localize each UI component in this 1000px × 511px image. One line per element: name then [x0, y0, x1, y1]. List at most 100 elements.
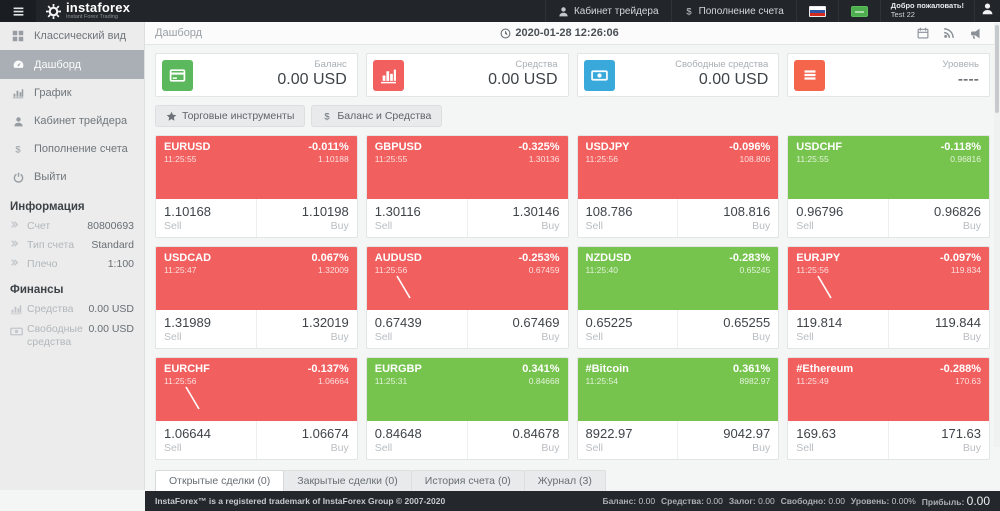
sell-button[interactable]: 0.84648 Sell: [367, 421, 468, 459]
sidebar-section-info: Информация: [10, 201, 85, 213]
instrument-tile-usdjpy[interactable]: USDJPY -0.096% 11:25:56 108.806 108.786 Sell 1…: [576, 135, 780, 238]
sell-button[interactable]: 0.65225 Sell: [578, 310, 679, 348]
filter-buttons-row: Торговые инструменты $ Баланс и Средства: [145, 97, 1000, 127]
buy-label: Buy: [330, 442, 349, 454]
sell-button[interactable]: 0.67439 Sell: [367, 310, 468, 348]
language-flag-button[interactable]: [795, 0, 838, 22]
last-price: 0.84668: [528, 376, 560, 386]
buy-label: Buy: [752, 442, 771, 454]
stat-card-баланс[interactable]: Баланс 0.00 USD: [155, 53, 358, 97]
quote-time: 11:25:56: [585, 154, 618, 164]
avatar[interactable]: [974, 0, 1000, 22]
change-percent: -0.118%: [940, 141, 981, 153]
sell-button[interactable]: 108.786 Sell: [578, 199, 679, 237]
buy-button[interactable]: 0.67469 Buy: [468, 310, 568, 348]
tile-header: GBPUSD -0.325% 11:25:55 1.30136: [366, 136, 568, 199]
stat-card-свободные-средства[interactable]: Свободные средства 0.00 USD: [576, 53, 780, 97]
instrument-tile-eurgbp[interactable]: EURGBP 0.341% 11:25:31 0.84668 0.84648 Sell 0.…: [365, 357, 569, 460]
tab-0[interactable]: Открытые сделки (0): [155, 470, 285, 491]
instrument-tile-eurjpy[interactable]: EURJPY -0.097% 11:25:56 119.834 119.814 Sell 1…: [787, 246, 990, 349]
sell-label: Sell: [585, 220, 604, 232]
stat-card-уровень[interactable]: Уровень ----: [787, 53, 990, 97]
footer-stat: Залог: 0.00: [728, 496, 775, 506]
sell-price: 1.30116: [374, 204, 421, 219]
quote-time: 11:25:56: [796, 265, 829, 275]
calendar-icon[interactable]: [917, 27, 929, 40]
instrument-tile-nzdusd[interactable]: NZDUSD -0.283% 11:25:40 0.65245 0.65225 Sell 0…: [576, 246, 780, 349]
header-deposit[interactable]: $ Пополнение счета: [670, 0, 796, 22]
sidebar-item-user[interactable]: Кабинет трейдера: [0, 107, 144, 135]
buy-button[interactable]: 0.65255 Buy: [678, 310, 778, 348]
stat-label: Баланс: [314, 59, 347, 71]
instrument-tile-ethereum[interactable]: #Ethereum -0.288% 11:25:49 170.63 169.63 Sell…: [787, 357, 990, 460]
filter-button-balance[interactable]: $ Баланс и Средства: [311, 105, 443, 127]
instrument-tile-gbpusd[interactable]: GBPUSD -0.325% 11:25:55 1.30136 1.30116 Sell 1…: [365, 135, 569, 238]
sell-button[interactable]: 1.10168 Sell: [156, 199, 257, 237]
sidebar-item-chart[interactable]: График: [0, 79, 144, 107]
sell-button[interactable]: 1.30116 Sell: [367, 199, 468, 237]
buy-button[interactable]: 1.06674 Buy: [257, 421, 357, 459]
clock-icon: [500, 28, 511, 39]
info-value: 80800693: [87, 220, 134, 232]
chevrons: [10, 220, 23, 229]
welcome-block: Добро пожаловать! Test 22: [879, 0, 974, 22]
buy-label: Buy: [752, 331, 771, 343]
instrument-tile-eurusd[interactable]: EURUSD -0.011% 11:25:55 1.10188 1.10168 Sell 1…: [155, 135, 358, 238]
sell-button[interactable]: 169.63 Sell: [788, 421, 890, 459]
sell-label: Sell: [164, 442, 182, 454]
buy-button[interactable]: 0.96826 Buy: [889, 199, 989, 237]
symbol-name: #Bitcoin: [585, 363, 629, 375]
sell-button[interactable]: 119.814 Sell: [788, 310, 890, 348]
vertical-scrollbar[interactable]: [994, 23, 1000, 447]
buy-button[interactable]: 108.816 Buy: [678, 199, 778, 237]
brand-logo[interactable]: instaforex Instant Forex Trading: [36, 0, 140, 22]
buy-button[interactable]: 119.844 Buy: [889, 310, 989, 348]
rss-icon[interactable]: [943, 27, 955, 40]
instrument-tile-usdchf[interactable]: USDCHF -0.118% 11:25:55 0.96816 0.96796 Sell 0…: [787, 135, 990, 238]
sell-button[interactable]: 8922.97 Sell: [578, 421, 679, 459]
platform-badge-button[interactable]: [837, 0, 880, 22]
buy-button[interactable]: 9042.97 Buy: [678, 421, 778, 459]
tab-3[interactable]: Журнал (3): [523, 470, 606, 491]
sidebar-item-grid[interactable]: Классический вид: [0, 22, 144, 50]
instrument-tile-eurchf[interactable]: EURCHF -0.137% 11:25:56 1.06664 1.06644 Sell 1…: [155, 357, 358, 460]
quote-time: 11:25:55: [164, 154, 197, 164]
buy-button[interactable]: 1.30146 Buy: [468, 199, 568, 237]
sell-button[interactable]: 1.06644 Sell: [156, 421, 257, 459]
instrument-tile-bitcoin[interactable]: #Bitcoin 0.361% 11:25:54 8982.97 8922.97 Sell…: [576, 357, 780, 460]
scrollbar-thumb[interactable]: [995, 25, 999, 113]
buy-button[interactable]: 0.84678 Buy: [468, 421, 568, 459]
buy-button[interactable]: 171.63 Buy: [889, 421, 989, 459]
filter-button-instruments[interactable]: Торговые инструменты: [155, 105, 306, 127]
tab-1[interactable]: Закрытые сделки (0): [283, 470, 412, 491]
banknote-icon: [10, 323, 23, 340]
header-trader-cabinet[interactable]: Кабинет трейдера: [544, 0, 671, 22]
sell-price: 108.786: [585, 204, 633, 219]
sell-label: Sell: [796, 220, 814, 232]
instrument-tile-audusd[interactable]: AUDUSD -0.253% 11:25:56 0.67459 0.67439 Sell 0…: [365, 246, 569, 349]
grid-icon: [11, 30, 25, 42]
change-percent: -0.096%: [729, 141, 771, 153]
sell-button[interactable]: 1.31989 Sell: [156, 310, 257, 348]
info-value: 0.00 USD: [88, 322, 134, 335]
change-percent: -0.283%: [729, 252, 771, 264]
header-right: Кабинет трейдера $ Пополнение счета Добр…: [544, 0, 1000, 22]
sidebar-item-dashboard[interactable]: Дашборд: [0, 50, 144, 79]
buy-button[interactable]: 1.10198 Buy: [257, 199, 357, 237]
stat-card-средства[interactable]: Средства 0.00 USD: [365, 53, 569, 97]
instrument-tile-usdcad[interactable]: USDCAD 0.067% 11:25:47 1.32009 1.31989 Sell 1.…: [155, 246, 358, 349]
sidebar-item-dollar[interactable]: $ Пополнение счета: [0, 135, 144, 163]
tab-2[interactable]: История счета (0): [410, 470, 525, 491]
buy-label: Buy: [962, 442, 981, 454]
toolbar: Дашборд 2020-01-28 12:26:06: [145, 22, 1000, 45]
symbol-name: EURCHF: [164, 363, 210, 375]
footer-trademark: InstaForex™ is a registered trademark of…: [155, 496, 446, 506]
hamburger-menu-icon[interactable]: [0, 0, 36, 22]
sell-button[interactable]: 0.96796 Sell: [788, 199, 890, 237]
stat-cards-row: Баланс 0.00 USD Средства 0.00 USD Свободные …: [145, 45, 1000, 97]
buy-button[interactable]: 1.32019 Buy: [257, 310, 357, 348]
svg-text:$: $: [15, 144, 21, 154]
megaphone-icon[interactable]: [969, 27, 982, 40]
user-icon: [11, 116, 25, 127]
sidebar-item-power[interactable]: Выйти: [0, 163, 144, 191]
